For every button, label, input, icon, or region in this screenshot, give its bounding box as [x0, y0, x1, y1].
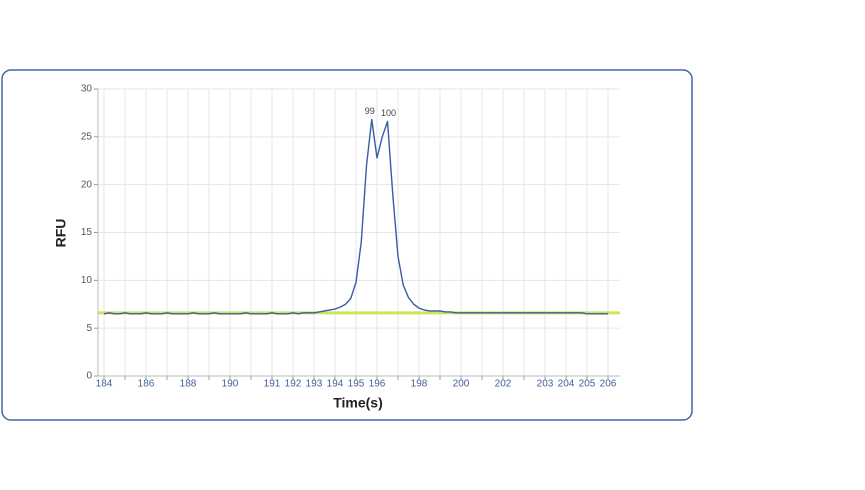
- x-tick-label: 200: [453, 379, 470, 390]
- x-tick-label: 204: [558, 379, 575, 390]
- y-tick-label: 0: [86, 371, 92, 382]
- y-tick-label: 10: [81, 275, 93, 286]
- peak-label: 100: [381, 108, 396, 118]
- x-tick-label: 198: [411, 379, 428, 390]
- x-tick-label: 193: [306, 379, 323, 390]
- y-tick-label: 15: [81, 227, 93, 238]
- y-tick-label: 20: [81, 179, 93, 190]
- x-tick-label: 195: [348, 379, 365, 390]
- x-tick-label: 205: [579, 379, 596, 390]
- y-tick-label: 25: [81, 131, 93, 142]
- y-tick-label: 5: [86, 323, 92, 334]
- x-tick-label: 203: [537, 379, 554, 390]
- x-tick-label: 190: [222, 379, 239, 390]
- x-tick-label: 188: [180, 379, 197, 390]
- x-tick-label: 192: [285, 379, 302, 390]
- y-axis-label: RFU: [53, 219, 69, 248]
- y-tick-label: 30: [81, 84, 93, 95]
- peak-label: 99: [365, 106, 375, 116]
- x-tick-label: 186: [138, 379, 155, 390]
- x-tick-label: 194: [327, 379, 344, 390]
- x-axis-label: Time(s): [333, 395, 383, 411]
- data-line: [103, 118, 608, 315]
- chart-frame: [1, 69, 693, 421]
- x-tick-label: 202: [495, 379, 512, 390]
- x-tick-label: 206: [600, 379, 617, 390]
- x-tick-label: 184: [96, 379, 113, 390]
- x-tick-label: 191: [264, 379, 281, 390]
- x-tick-label: 196: [369, 379, 386, 390]
